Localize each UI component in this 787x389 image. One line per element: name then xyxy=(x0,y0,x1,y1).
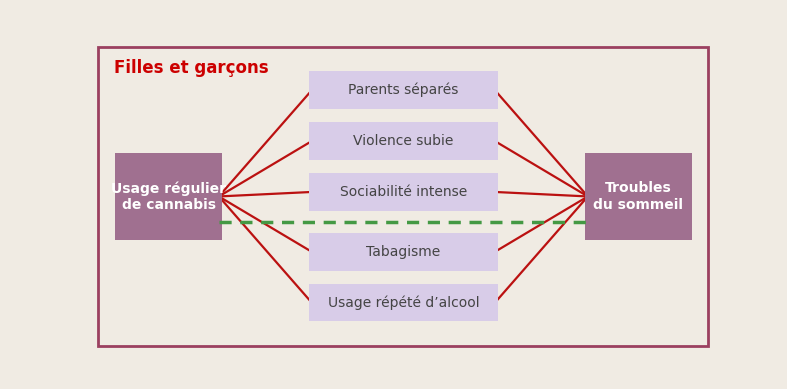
Text: Usage régulier
de cannabis: Usage régulier de cannabis xyxy=(111,181,226,212)
Text: Tabagisme: Tabagisme xyxy=(366,245,441,259)
FancyBboxPatch shape xyxy=(309,284,498,321)
FancyBboxPatch shape xyxy=(115,153,222,240)
Text: Sociabilité intense: Sociabilité intense xyxy=(340,185,467,199)
Text: Filles et garçons: Filles et garçons xyxy=(113,59,268,77)
FancyBboxPatch shape xyxy=(309,233,498,271)
FancyBboxPatch shape xyxy=(309,122,498,160)
Text: Parents séparés: Parents séparés xyxy=(348,83,459,97)
FancyBboxPatch shape xyxy=(309,173,498,211)
Text: Violence subie: Violence subie xyxy=(353,134,453,148)
Text: Usage répété d’alcool: Usage répété d’alcool xyxy=(327,296,479,310)
Text: Troubles
du sommeil: Troubles du sommeil xyxy=(593,181,683,212)
FancyBboxPatch shape xyxy=(585,153,692,240)
FancyBboxPatch shape xyxy=(309,72,498,109)
